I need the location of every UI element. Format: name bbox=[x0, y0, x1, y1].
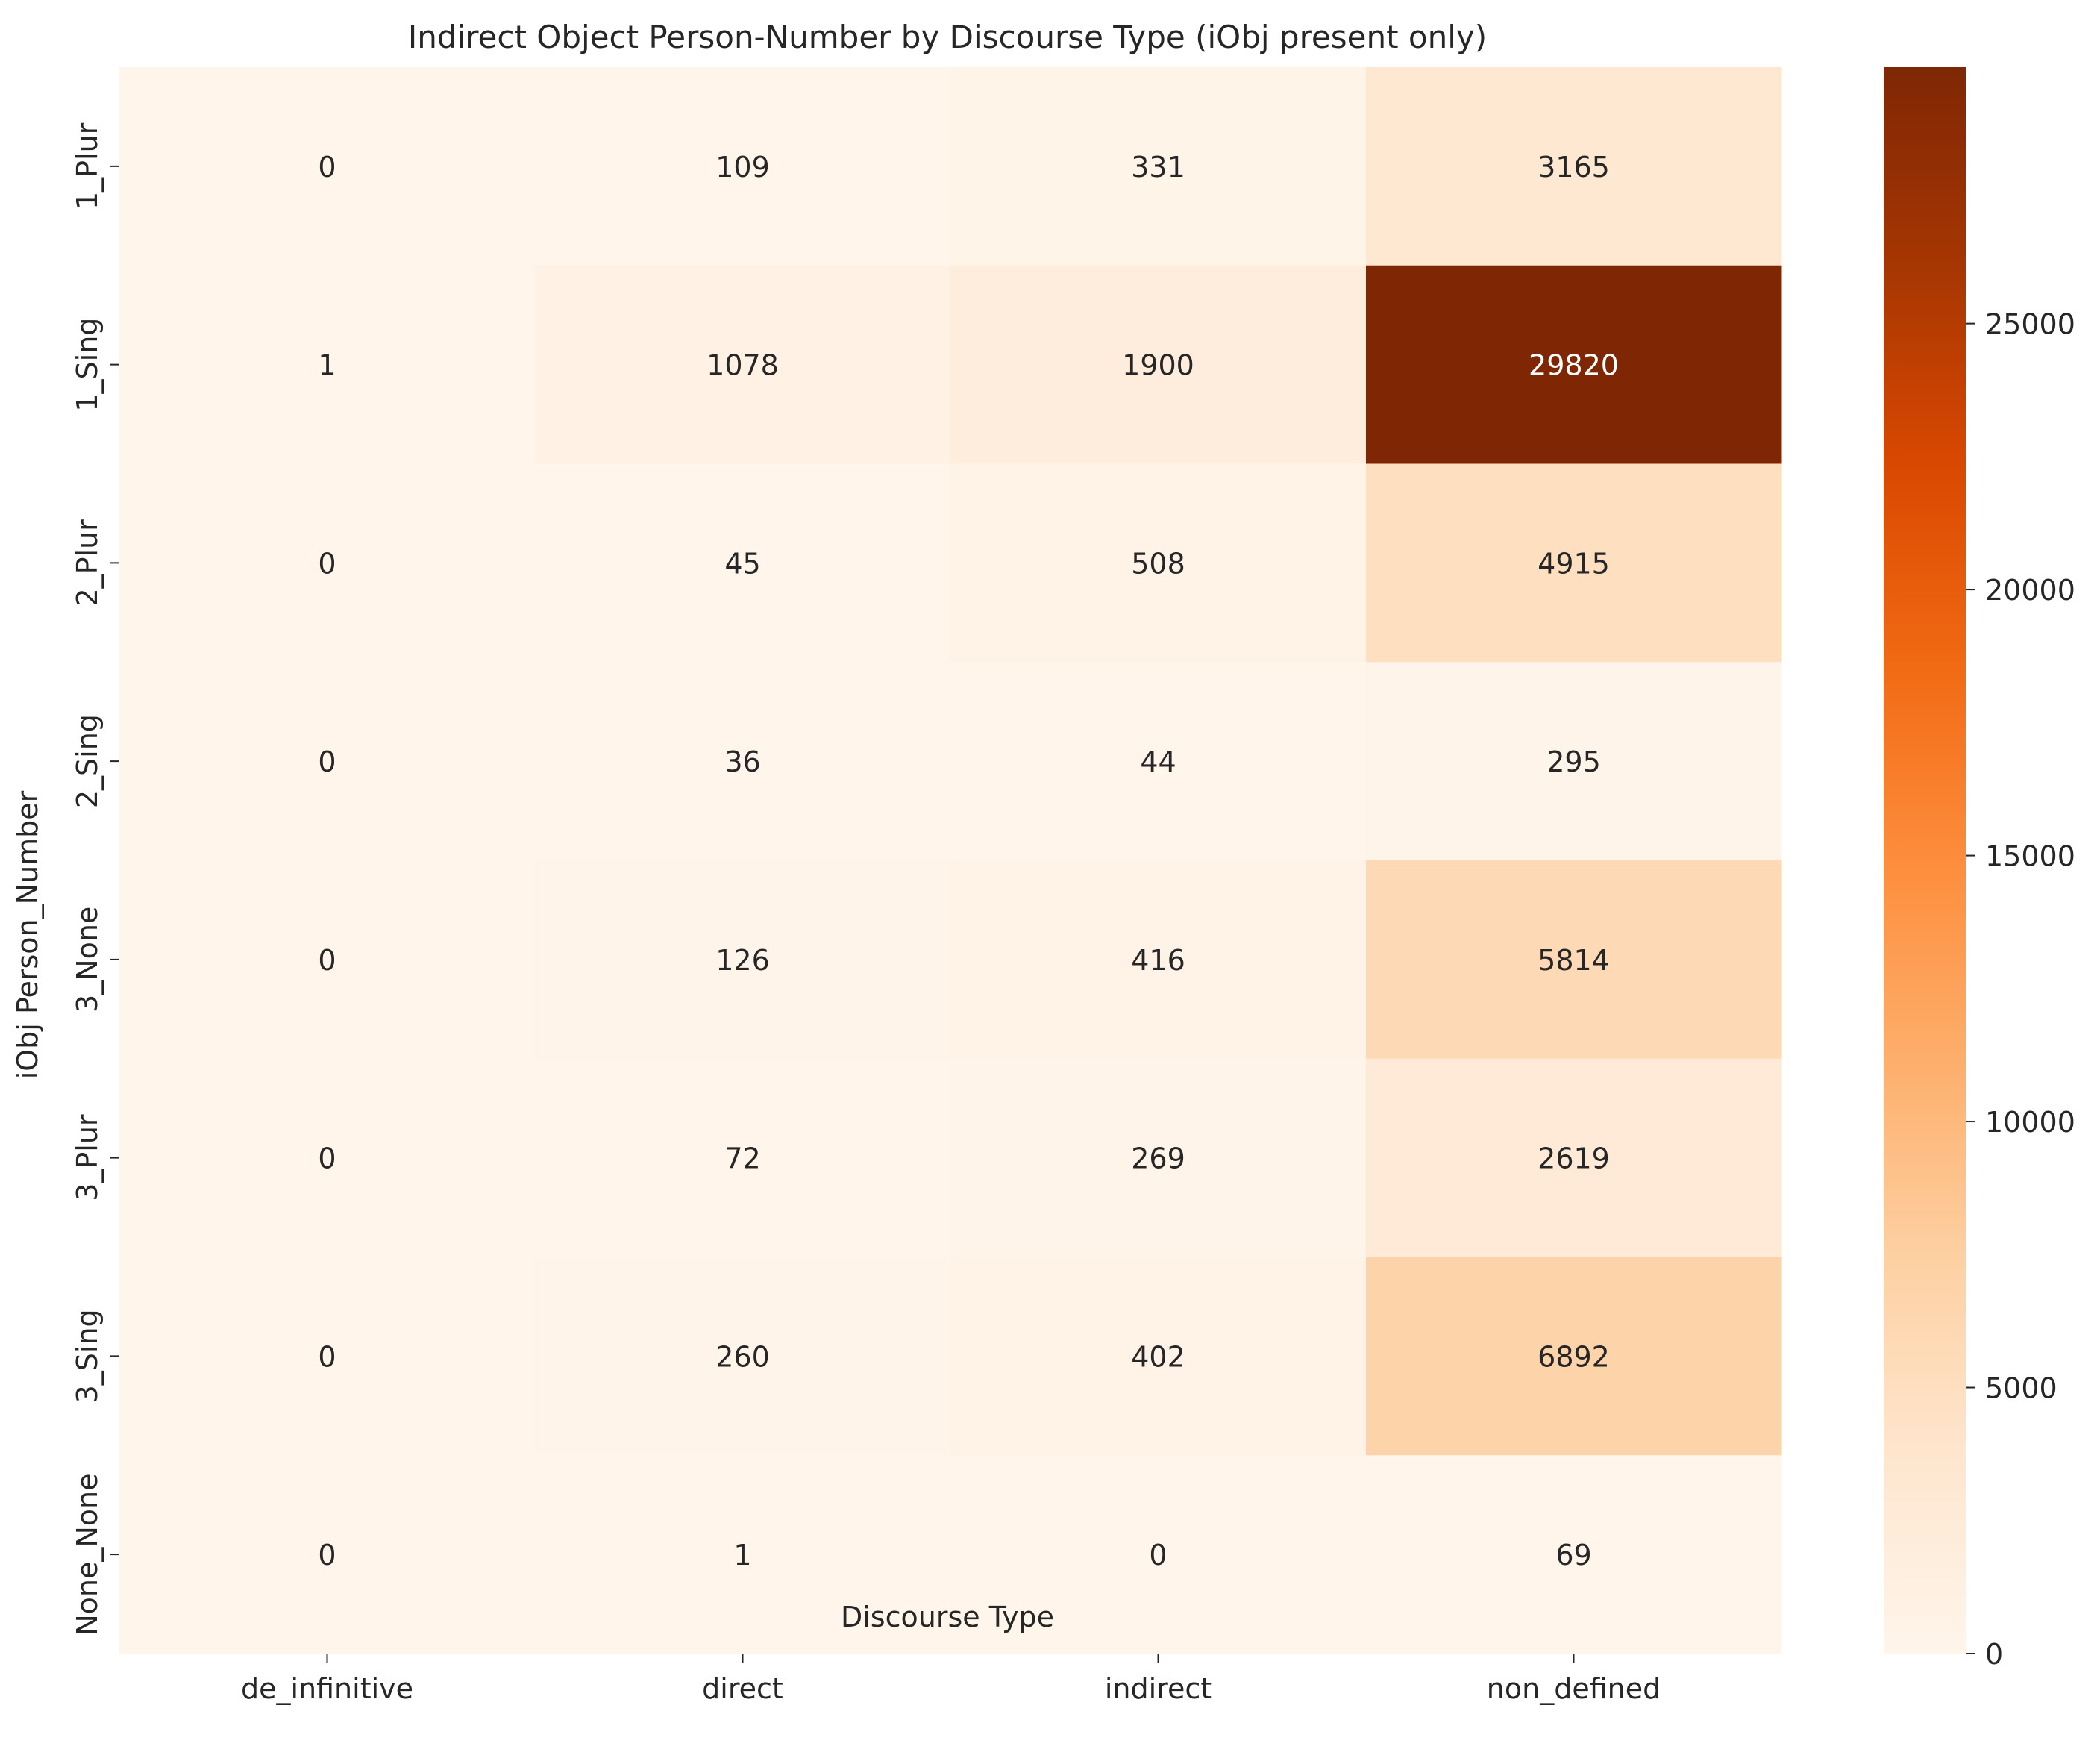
heatmap-cell bbox=[119, 463, 536, 663]
heatmap-cell bbox=[119, 1257, 536, 1456]
x-tick-label: indirect bbox=[1105, 1672, 1212, 1705]
cell-value-label: 45 bbox=[724, 547, 760, 580]
heatmap-cell bbox=[1366, 1455, 1782, 1654]
cell-value-label: 416 bbox=[1131, 944, 1185, 977]
heatmap-cell bbox=[535, 662, 951, 861]
cell-value-label: 260 bbox=[715, 1340, 770, 1373]
cell-value-label: 402 bbox=[1131, 1340, 1185, 1373]
heatmap-cell bbox=[950, 1257, 1367, 1456]
cell-value-label: 1 bbox=[733, 1539, 751, 1571]
cell-value-label: 44 bbox=[1140, 745, 1176, 778]
heatmap-cell bbox=[950, 463, 1367, 663]
heatmap-cell bbox=[119, 1058, 536, 1257]
heatmap-cell-labels: 0 109 331 3165 1 1078 1900 29820 0 45 508 4915 0 36 44… bbox=[318, 151, 1619, 1571]
cell-value-label: 0 bbox=[318, 944, 336, 977]
cell-value-label: 2619 bbox=[1538, 1142, 1610, 1175]
cell-value-label: 72 bbox=[724, 1142, 760, 1175]
chart-title: Indirect Object Person-Number by Discour… bbox=[408, 19, 1487, 55]
heatmap-cell bbox=[1366, 67, 1782, 266]
heatmap-cell bbox=[1366, 1257, 1782, 1456]
heatmap-cell bbox=[119, 860, 536, 1060]
cell-value-label: 29820 bbox=[1529, 349, 1619, 382]
heatmap-cells bbox=[119, 67, 1782, 1654]
heatmap-cell bbox=[950, 662, 1367, 861]
y-tick-label: None_None bbox=[71, 1473, 104, 1635]
cell-value-label: 109 bbox=[715, 151, 770, 184]
colorbar-tick-label: 20000 bbox=[1985, 574, 2075, 607]
heatmap-cell bbox=[535, 1058, 951, 1257]
y-axis-label: iObj Person_Number bbox=[11, 790, 44, 1079]
cell-value-label: 1900 bbox=[1122, 349, 1194, 382]
cell-value-label: 508 bbox=[1131, 547, 1185, 580]
heatmap-cell bbox=[1366, 463, 1782, 663]
x-axis: de_infinitive direct indirect non_defined bbox=[241, 1654, 1661, 1705]
heatmap-cell bbox=[119, 67, 536, 266]
heatmap-cell bbox=[1366, 860, 1782, 1060]
colorbar: 0 5000 10000 15000 20000 25000 bbox=[1884, 67, 2075, 1671]
colorbar-tick-label: 25000 bbox=[1985, 308, 2075, 341]
heatmap-cell bbox=[535, 1455, 951, 1654]
x-tick-label: non_defined bbox=[1487, 1672, 1661, 1705]
cell-value-label: 6892 bbox=[1538, 1340, 1610, 1373]
y-tick-label: 2_Sing bbox=[71, 714, 104, 808]
cell-value-label: 1 bbox=[318, 349, 336, 382]
cell-value-label: 0 bbox=[318, 1340, 336, 1373]
x-tick-label: direct bbox=[702, 1672, 783, 1705]
cell-value-label: 0 bbox=[1149, 1539, 1167, 1571]
cell-value-label: 3165 bbox=[1538, 151, 1610, 184]
cell-value-label: 0 bbox=[318, 151, 336, 184]
heatmap-cell bbox=[950, 265, 1367, 464]
colorbar-tick-label: 0 bbox=[1985, 1638, 2003, 1671]
heatmap-cell bbox=[950, 67, 1367, 266]
y-axis: 1_Plur 1_Sing 2_Plur 2_Sing 3_None 3_Plur 3_Si… bbox=[71, 122, 119, 1636]
heatmap-cell bbox=[119, 1455, 536, 1654]
heatmap-cell bbox=[535, 860, 951, 1060]
cell-value-label: 126 bbox=[715, 944, 770, 977]
heatmap-cell bbox=[950, 860, 1367, 1060]
cell-value-label: 0 bbox=[318, 745, 336, 778]
cell-value-label: 36 bbox=[724, 745, 760, 778]
cell-value-label: 0 bbox=[318, 1142, 336, 1175]
cell-value-label: 1078 bbox=[706, 349, 779, 382]
heatmap-cell bbox=[535, 1257, 951, 1456]
cell-value-label: 0 bbox=[318, 547, 336, 580]
cell-value-label: 295 bbox=[1546, 745, 1601, 778]
colorbar-tick-label: 15000 bbox=[1985, 840, 2075, 873]
cell-value-label: 4915 bbox=[1538, 547, 1610, 580]
y-tick-label: 2_Plur bbox=[71, 519, 104, 607]
heatmap-cell bbox=[119, 265, 536, 464]
heatmap-cell bbox=[1366, 1058, 1782, 1257]
cell-value-label: 69 bbox=[1555, 1539, 1591, 1571]
heatmap-cell bbox=[535, 265, 951, 464]
heatmap-cell bbox=[1366, 265, 1782, 464]
y-tick-label: 3_None bbox=[71, 907, 104, 1013]
colorbar-gradient bbox=[1884, 67, 1966, 1654]
cell-value-label: 0 bbox=[318, 1539, 336, 1571]
x-tick-label: de_infinitive bbox=[241, 1672, 413, 1705]
colorbar-tick-label: 5000 bbox=[1985, 1372, 2057, 1405]
cell-value-label: 269 bbox=[1131, 1142, 1185, 1175]
heatmap-cell bbox=[535, 463, 951, 663]
heatmap-cell bbox=[950, 1058, 1367, 1257]
heatmap-cell bbox=[119, 662, 536, 861]
heatmap-cell bbox=[950, 1455, 1367, 1654]
y-tick-label: 1_Sing bbox=[71, 318, 104, 412]
heatmap-cell bbox=[1366, 662, 1782, 861]
y-tick-label: 3_Sing bbox=[71, 1309, 104, 1403]
cell-value-label: 331 bbox=[1131, 151, 1185, 184]
colorbar-tick-label: 10000 bbox=[1985, 1106, 2075, 1139]
y-tick-label: 1_Plur bbox=[71, 122, 104, 210]
y-tick-label: 3_Plur bbox=[71, 1114, 104, 1201]
cell-value-label: 5814 bbox=[1538, 944, 1610, 977]
heatmap-cell bbox=[535, 67, 951, 266]
x-axis-label: Discourse Type bbox=[841, 1601, 1054, 1633]
